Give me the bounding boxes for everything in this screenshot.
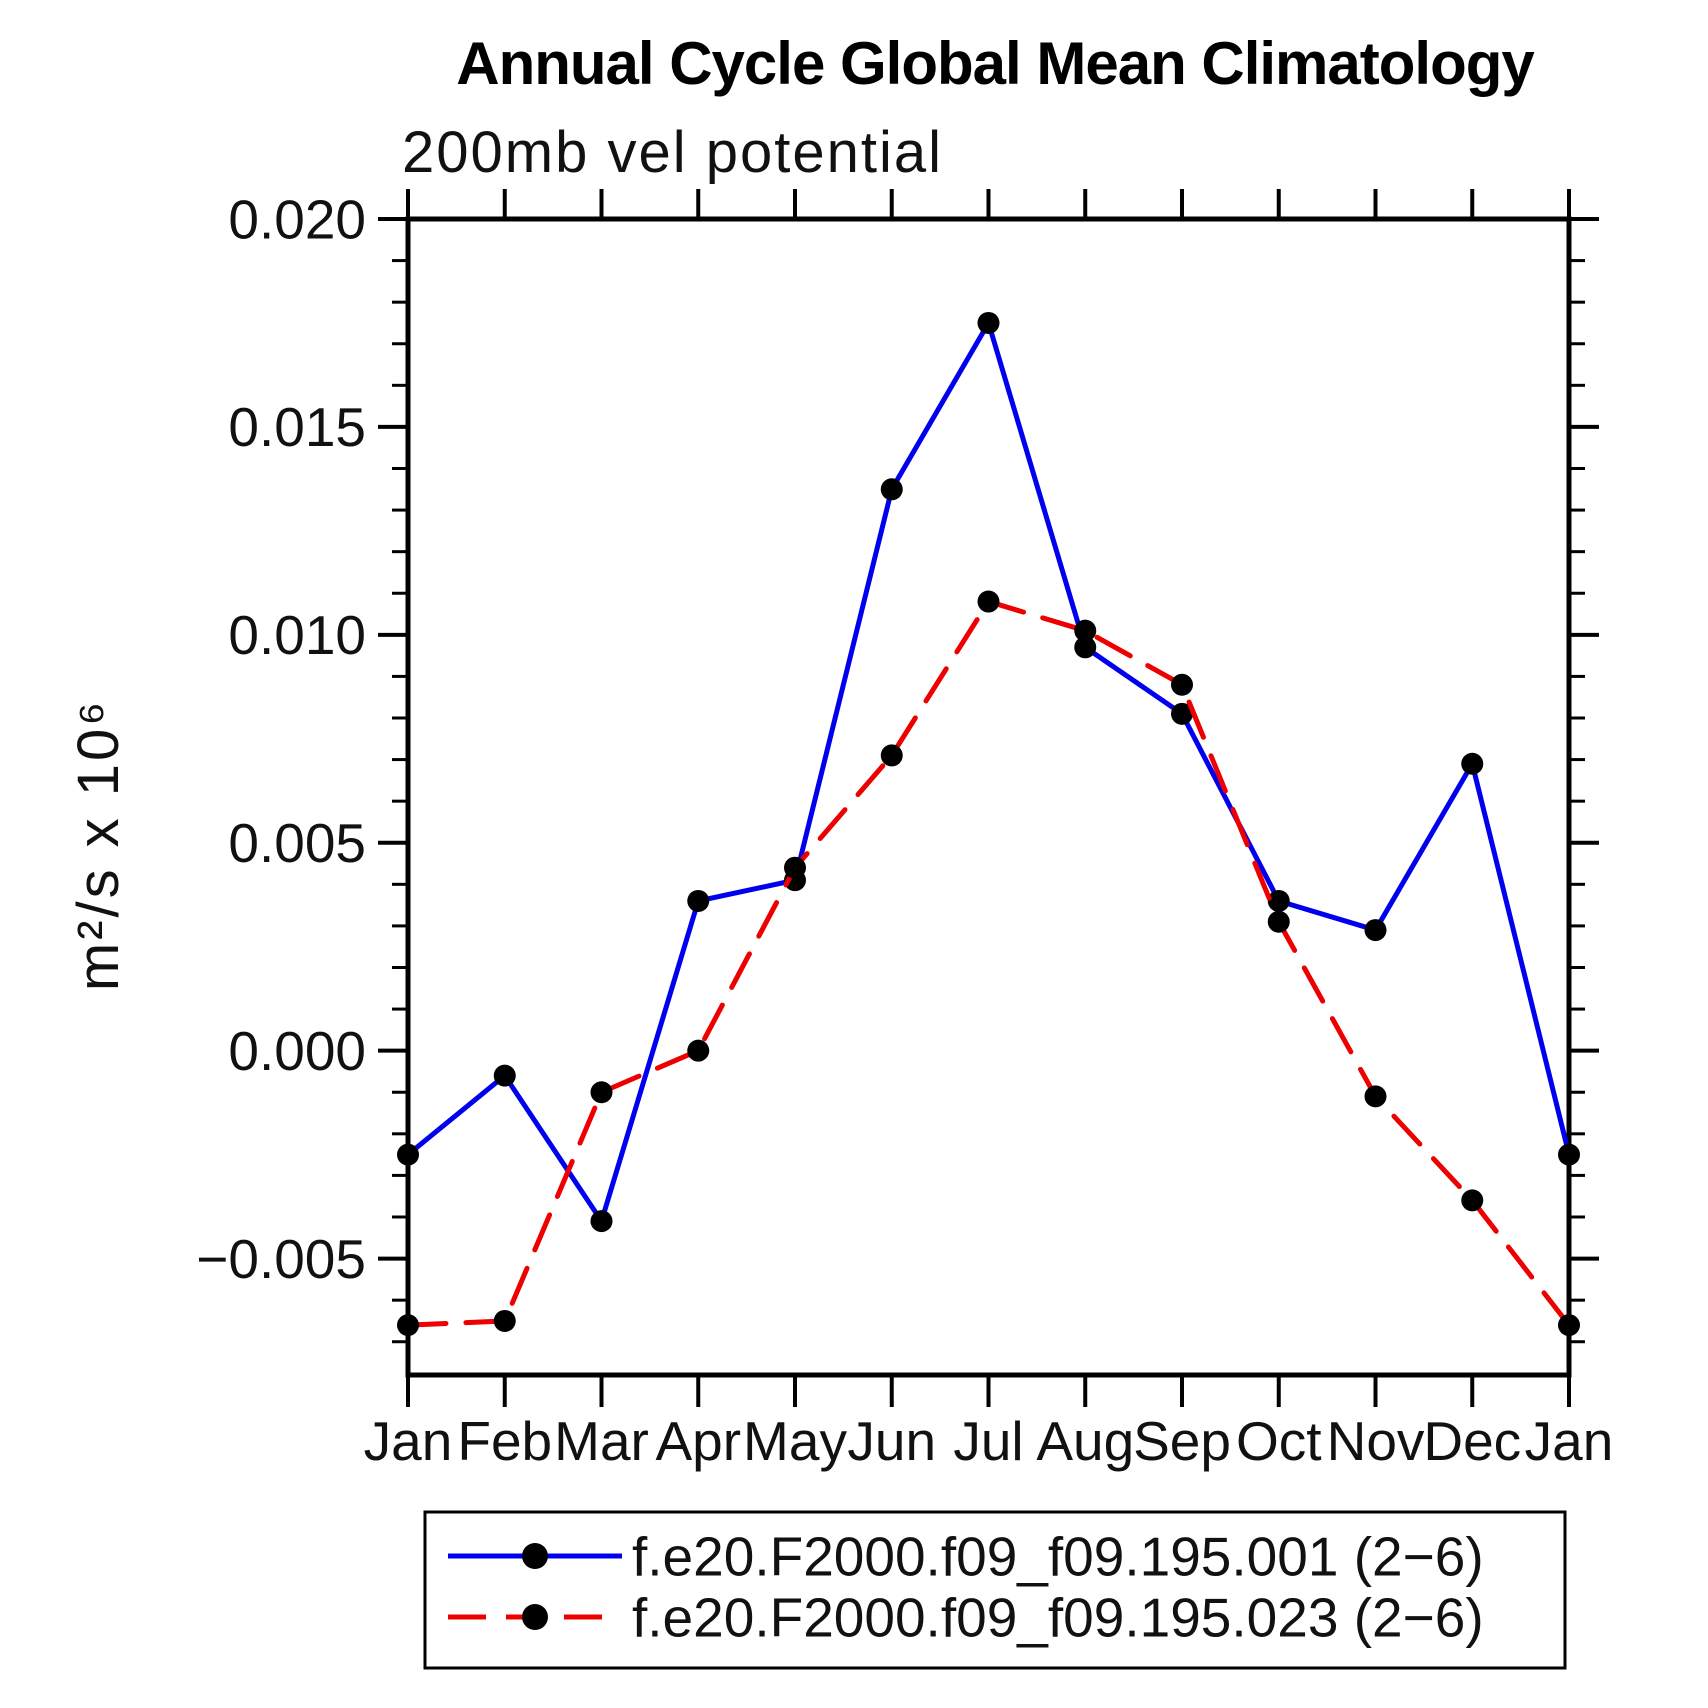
data-point-marker	[397, 1143, 419, 1166]
data-point-marker	[1461, 752, 1484, 775]
chart-subtitle: 200mb vel potential	[402, 120, 943, 185]
y-tick-label: 0.005	[228, 812, 366, 874]
data-point-marker	[1364, 919, 1387, 942]
x-tick-label: Aug	[1036, 1410, 1134, 1472]
legend-box	[423, 1510, 1567, 1670]
data-point-marker	[1074, 619, 1097, 642]
data-point-marker	[1267, 889, 1290, 912]
data-point-marker	[880, 478, 903, 501]
data-point-marker	[687, 889, 710, 912]
y-tick-label: 0.015	[228, 396, 366, 458]
x-tick-label: Jun	[847, 1410, 936, 1472]
data-point-marker	[493, 1309, 516, 1332]
legend-sample-marker	[522, 1604, 548, 1630]
data-point-marker	[1558, 1143, 1580, 1166]
data-point-marker	[880, 744, 903, 767]
data-point-marker	[493, 1064, 516, 1087]
y-tick-label: 0.020	[228, 188, 366, 250]
x-tick-label: Mar	[554, 1410, 649, 1472]
legend: f.e20.F2000.f09_f09.195.001 (2−6) f.e20.…	[423, 1510, 1567, 1670]
y-tick-label: 0.010	[228, 604, 366, 666]
x-tick-label: Nov	[1327, 1410, 1425, 1472]
data-point-marker	[784, 856, 806, 879]
x-tick-label: Sep	[1133, 1410, 1231, 1472]
data-point-marker	[397, 1314, 419, 1337]
data-point-marker	[590, 1081, 613, 1104]
chart-title: Annual Cycle Global Mean Climatology	[456, 30, 1535, 97]
x-tick-label: Jan	[1525, 1410, 1614, 1472]
y-axis-label: m²/s x 10⁶	[66, 699, 131, 991]
data-point-marker	[687, 1039, 710, 1062]
data-point-marker	[1461, 1189, 1484, 1212]
legend-samples	[448, 1543, 622, 1630]
x-tick-label: May	[743, 1410, 847, 1472]
data-point-marker	[977, 311, 1000, 334]
data-point-marker	[1364, 1085, 1387, 1108]
legend-sample-marker	[522, 1543, 548, 1569]
y-tick-label: −0.005	[196, 1228, 366, 1290]
legend-entry-label: f.e20.F2000.f09_f09.195.001 (2−6)	[632, 1525, 1484, 1587]
data-point-marker	[1171, 702, 1193, 725]
data-point-marker	[1171, 673, 1193, 696]
data-point-marker	[1558, 1314, 1580, 1337]
data-point-marker	[1074, 636, 1097, 659]
x-tick-label: Feb	[457, 1410, 552, 1472]
x-tick-label: Jul	[953, 1410, 1023, 1472]
data-point-marker	[590, 1210, 613, 1233]
x-tick-label: Jan	[364, 1410, 453, 1472]
data-point-marker	[977, 590, 1000, 613]
x-tick-label: Dec	[1423, 1410, 1521, 1472]
x-tick-label: Apr	[655, 1410, 741, 1472]
x-tick-label: Oct	[1236, 1410, 1322, 1472]
y-tick-label: 0.000	[228, 1020, 366, 1082]
legend-entry-label: f.e20.F2000.f09_f09.195.023 (2−6)	[632, 1586, 1484, 1648]
data-point-marker	[1267, 910, 1290, 933]
